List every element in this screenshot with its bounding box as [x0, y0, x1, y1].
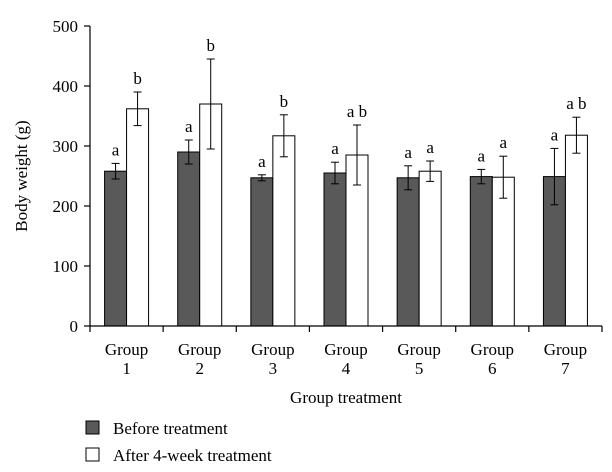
- legend-swatch-before: [85, 420, 100, 435]
- y-tick-label: 500: [53, 17, 79, 36]
- x-tick-label: Group: [397, 340, 440, 359]
- y-tick-label: 0: [70, 317, 79, 336]
- bar-before: [177, 151, 201, 327]
- bar-after: [564, 134, 588, 327]
- x-tick-label: 3: [269, 359, 278, 378]
- y-axis: 0 100 200 300 400 500: [53, 17, 91, 336]
- legend: Before treatment After 4-week treatment: [85, 419, 272, 465]
- significance-label: a: [112, 140, 120, 159]
- x-axis: Group1Group2Group3Group4Group5Group6Grou…: [89, 325, 603, 378]
- bar-after: [491, 176, 515, 327]
- x-tick-label: 5: [415, 359, 424, 378]
- x-tick-label: Group: [178, 340, 221, 359]
- significance-label: a: [185, 117, 193, 136]
- legend-label: After 4-week treatment: [113, 446, 272, 465]
- bar-after: [272, 135, 296, 327]
- significance-label: a: [258, 152, 266, 171]
- bar-after: [126, 108, 150, 327]
- y-tick-label: 200: [53, 197, 79, 216]
- y-tick-label: 100: [53, 257, 79, 276]
- bar-before: [469, 176, 493, 327]
- significance-label: a: [500, 133, 508, 152]
- significance-label: a b: [347, 102, 367, 121]
- significance-label: a: [426, 138, 434, 157]
- x-tick-label: Group: [105, 340, 148, 359]
- bar-before: [250, 177, 274, 327]
- bar-before: [323, 172, 347, 327]
- significance-label: b: [206, 36, 215, 55]
- x-tick-label: 2: [195, 359, 204, 378]
- x-axis-title: Group treatment: [290, 388, 402, 407]
- x-tick-label: 6: [488, 359, 497, 378]
- x-tick-label: Group: [471, 340, 514, 359]
- bar-after: [418, 170, 442, 327]
- x-tick-label: Group: [544, 340, 587, 359]
- x-tick-label: 4: [342, 359, 351, 378]
- significance-label: a b: [566, 94, 586, 113]
- significance-label: b: [133, 69, 142, 88]
- significance-label: a: [404, 143, 412, 162]
- significance-label: a: [331, 139, 339, 158]
- legend-swatch-after: [85, 447, 100, 462]
- x-tick-label: Group: [324, 340, 367, 359]
- y-axis-title: Body weight (g): [12, 120, 31, 231]
- y-tick-label: 300: [53, 137, 79, 156]
- legend-label: Before treatment: [113, 419, 228, 438]
- significance-label: b: [280, 92, 289, 111]
- significance-label: a: [478, 146, 486, 165]
- x-tick-label: Group: [251, 340, 294, 359]
- bar-before: [104, 170, 128, 327]
- significance-label: a: [551, 125, 559, 144]
- y-tick-label: 400: [53, 77, 79, 96]
- bar-before: [396, 177, 420, 327]
- x-tick-label: 1: [122, 359, 131, 378]
- x-tick-label: 7: [561, 359, 570, 378]
